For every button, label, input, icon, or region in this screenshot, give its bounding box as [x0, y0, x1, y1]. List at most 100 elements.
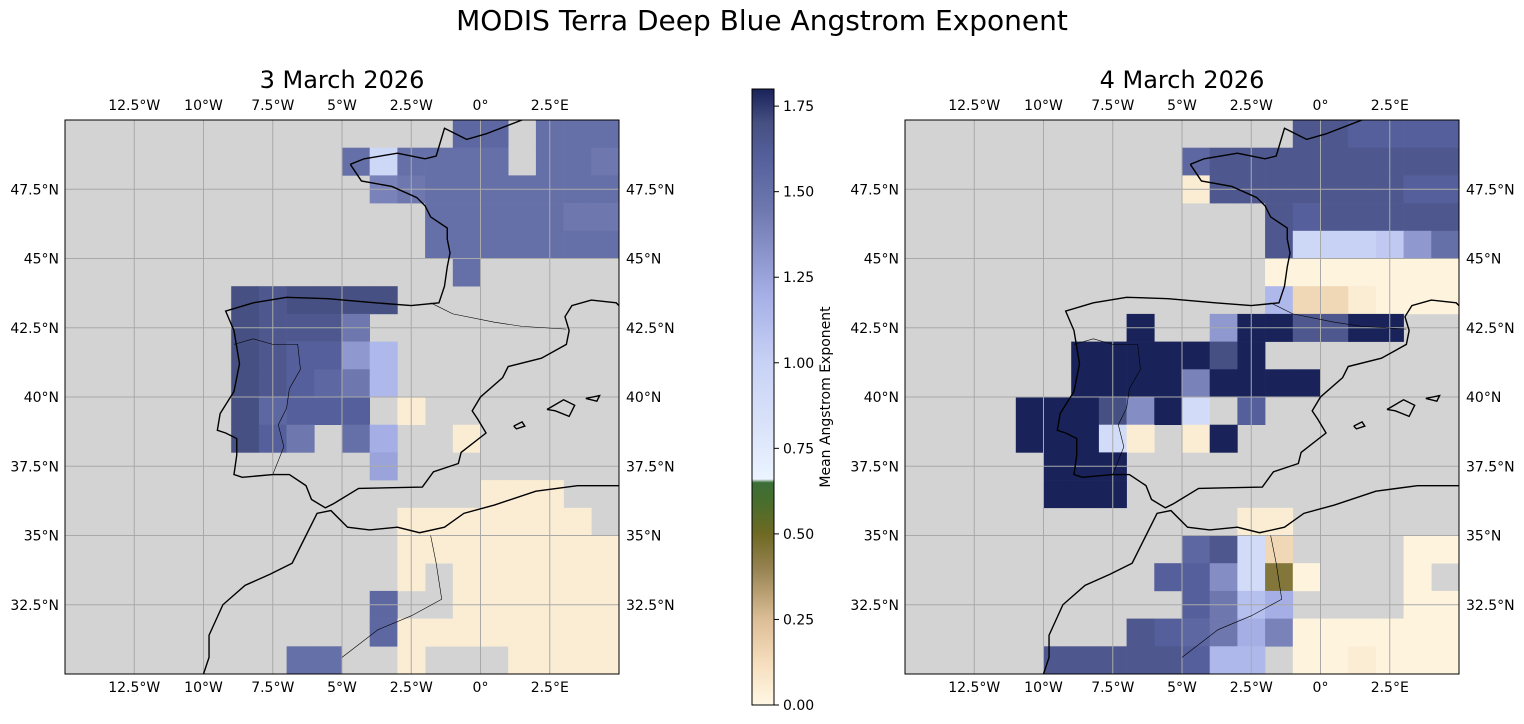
- lat-tick-label-right: 42.5°N: [626, 321, 675, 337]
- data-cell: [1292, 203, 1321, 232]
- data-cell: [286, 397, 315, 425]
- data-cell: [591, 535, 619, 564]
- data-cell: [508, 646, 537, 674]
- data-cell: [1431, 535, 1459, 564]
- data-cell: [480, 230, 509, 259]
- colorbar-tick-label: 0.75: [783, 441, 814, 457]
- data-cell: [1182, 563, 1210, 592]
- data-cell: [1292, 258, 1321, 287]
- lon-tick-label-bottom: 2.5°E: [1371, 680, 1409, 696]
- data-cell: [1292, 369, 1321, 398]
- data-cell: [231, 424, 260, 453]
- country-border: [233, 338, 301, 475]
- lon-tick-label-bottom: 2.5°W: [390, 680, 433, 696]
- lat-tick-label-right: 45°N: [626, 252, 661, 268]
- lon-tick-label-top: 5°W: [1167, 98, 1197, 114]
- data-cell: [1182, 341, 1210, 370]
- data-cell: [342, 397, 370, 425]
- data-cell: [1431, 203, 1459, 232]
- lat-tick-label-right: 35°N: [626, 529, 661, 545]
- lat-tick-label-right: 40°N: [626, 390, 661, 406]
- data-cell: [1182, 424, 1210, 453]
- colorbar-tick-label: 1.25: [783, 270, 814, 286]
- coastline: [513, 421, 526, 430]
- lon-tick-label-bottom: 7.5°W: [251, 680, 294, 696]
- data-cells: [65, 120, 619, 674]
- data-cell: [508, 230, 537, 259]
- colorbar-gradient: [751, 88, 775, 706]
- data-cell: [1126, 424, 1155, 453]
- data-cell: [1320, 230, 1349, 259]
- lat-tick-label-right: 37.5°N: [626, 459, 675, 475]
- data-cell: [508, 563, 537, 592]
- map-panel-right: 12.5°W 12.5°W 10°W 10°W 7.5°W 7.5°W 5°W 5°W 2.5°…: [850, 98, 1514, 696]
- data-cell: [563, 646, 592, 674]
- lat-tick-label-left: 35°N: [24, 529, 59, 545]
- data-cell: [1265, 563, 1294, 592]
- lat-tick-label-right: 47.5°N: [626, 182, 675, 198]
- coastline: [1042, 484, 1459, 674]
- data-cell: [1403, 230, 1432, 259]
- data-cell: [1265, 507, 1294, 536]
- map-title-left: 3 March 2026: [259, 66, 425, 94]
- lon-tick-label-bottom: 10°W: [1024, 680, 1063, 696]
- data-cell: [591, 203, 619, 232]
- data-cells: [905, 120, 1459, 674]
- data-cell: [1431, 230, 1459, 259]
- coastline: [202, 484, 619, 674]
- data-cell: [1209, 424, 1238, 453]
- data-cell: [1320, 618, 1349, 647]
- data-cell: [508, 480, 537, 509]
- data-cell: [425, 507, 454, 536]
- data-cell: [563, 618, 592, 647]
- data-cell: [1071, 424, 1100, 453]
- data-cell: [1015, 424, 1044, 453]
- colorbar: 0.00 0.25 0.50 0.75 1.00 1.25 1.50 1.75 Mean Ang…: [751, 88, 834, 714]
- data-cell: [1403, 120, 1432, 148]
- data-cell: [1154, 397, 1183, 425]
- data-cell: [1431, 258, 1459, 287]
- data-cell: [1431, 147, 1459, 176]
- lat-tick-label-left: 47.5°N: [850, 182, 899, 198]
- data-cell: [452, 120, 481, 148]
- lat-tick-label-right: 32.5°N: [626, 598, 675, 614]
- data-cell: [1292, 120, 1321, 148]
- data-cell: [563, 120, 592, 148]
- data-cell: [1071, 341, 1100, 370]
- data-cell: [1403, 563, 1432, 592]
- data-cell: [314, 646, 343, 674]
- data-cell: [1209, 369, 1238, 398]
- data-cell: [1431, 120, 1459, 148]
- data-cell: [591, 230, 619, 259]
- data-cell: [563, 563, 592, 592]
- data-cell: [1431, 618, 1459, 647]
- data-cell: [480, 147, 509, 176]
- coastline: [1056, 163, 1459, 509]
- data-cell: [1348, 230, 1377, 259]
- lat-tick-label-left: 47.5°N: [10, 182, 59, 198]
- lon-tick-label-top: 5°W: [327, 98, 357, 114]
- data-cell: [425, 147, 454, 176]
- data-cell: [314, 397, 343, 425]
- data-cell: [1292, 230, 1321, 259]
- map-title-right: 4 March 2026: [1099, 66, 1265, 94]
- map-frame: [64, 119, 620, 675]
- data-cell: [1320, 286, 1349, 315]
- data-cell: [1292, 563, 1321, 592]
- data-cell: [1182, 646, 1210, 674]
- colorbar-tick-label: 1.50: [783, 185, 814, 201]
- lon-tick-label-bottom: 10°W: [184, 680, 223, 696]
- data-cell: [286, 341, 315, 370]
- data-cell: [1320, 147, 1349, 176]
- lon-tick-label-top: 7.5°W: [1091, 98, 1134, 114]
- data-cell: [342, 424, 370, 453]
- colorbar-tick-label: 1.75: [783, 99, 814, 115]
- data-cell: [508, 203, 537, 232]
- data-cell: [1292, 618, 1321, 647]
- data-cell: [425, 618, 454, 647]
- data-cell: [1265, 535, 1294, 564]
- data-cell: [1348, 203, 1377, 232]
- lon-tick-label-top: 12.5°W: [948, 98, 1000, 114]
- data-cell: [1182, 618, 1210, 647]
